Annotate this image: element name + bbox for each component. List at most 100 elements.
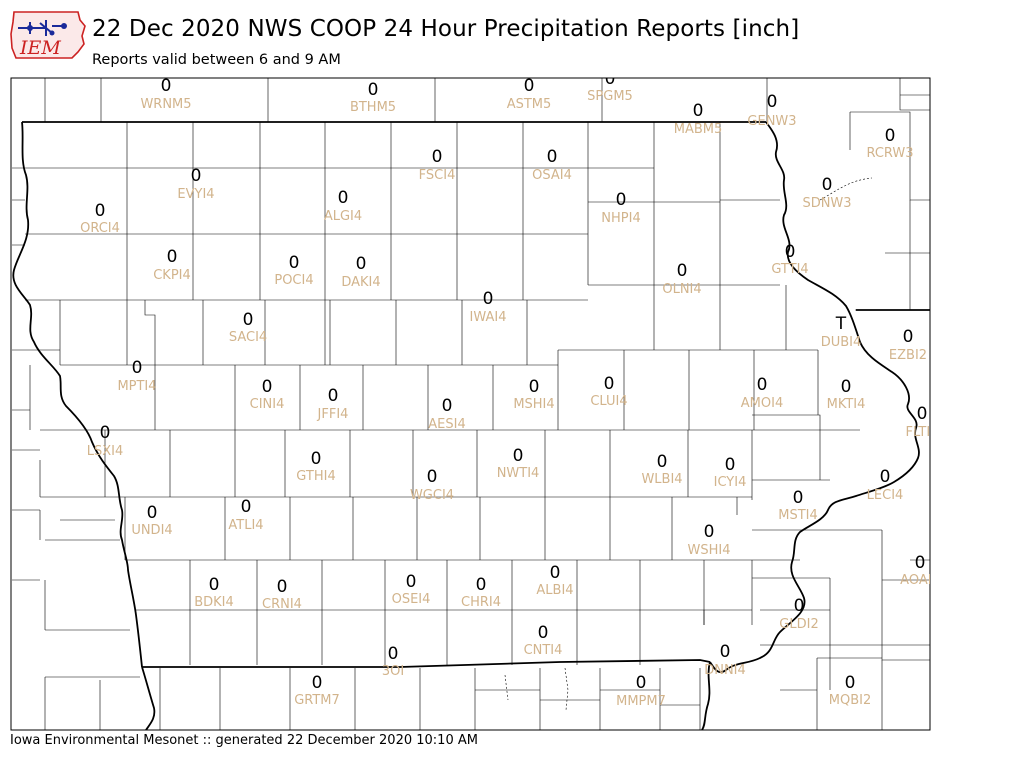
station-id-label: GTHI4: [296, 469, 335, 484]
station-id-label: BDKI4: [194, 595, 234, 610]
station-value: 0: [262, 377, 273, 397]
station-id-label: ORCI4: [80, 221, 120, 236]
station-value: T: [835, 314, 847, 334]
station-id-label: MPTI4: [117, 379, 156, 394]
station-id-label: MSHI4: [513, 397, 554, 412]
station-id-label: IWAI4: [470, 310, 507, 325]
station-value: 0: [636, 673, 647, 693]
station-id-label: ALBI4: [536, 583, 573, 598]
station-id-label: NWTI4: [497, 466, 540, 481]
station-value: 0: [903, 327, 914, 347]
station-id-label: GENW3: [747, 114, 796, 129]
station-id-label: MMPM7: [616, 694, 666, 709]
station-value: 0: [605, 69, 616, 89]
station-value: 0: [794, 596, 805, 616]
station-value: 0: [822, 175, 833, 195]
station-id-label: GTTI4: [771, 262, 808, 277]
station-value: 0: [356, 254, 367, 274]
station-id-label: OLNI4: [662, 282, 701, 297]
page-subtitle: Reports valid between 6 and 9 AM: [92, 52, 341, 68]
station-id-label: CLUI4: [590, 394, 627, 409]
station-value: 0: [917, 404, 928, 424]
station-id-label: ASTM5: [507, 97, 552, 112]
station-id-label: EVYI4: [177, 187, 214, 202]
station-id-label: GRTM7: [294, 693, 340, 708]
station-value: 0: [277, 577, 288, 597]
station-value: 0: [432, 147, 443, 167]
station-id-label: AESI4: [428, 417, 465, 432]
station-value: 0: [880, 467, 891, 487]
station-value: 0: [476, 575, 487, 595]
station-id-label: NHPI4: [601, 211, 640, 226]
station-value: 0: [147, 503, 158, 523]
station-id-label: JFFI4: [317, 407, 349, 422]
station-value: 0: [885, 126, 896, 146]
station-value: 0: [368, 80, 379, 100]
station-value: 0: [95, 201, 106, 221]
station-value: 0: [191, 166, 202, 186]
station-value: 0: [529, 377, 540, 397]
station-id-label: SDNW3: [802, 196, 851, 211]
iem-logo: IEM: [10, 11, 86, 59]
station-id-label: CHRI4: [461, 595, 501, 610]
station-id-label: LSXI4: [87, 444, 124, 459]
station-id-label: 3OI: [382, 664, 404, 679]
station-id-label: WRNM5: [140, 97, 191, 112]
station-value: 0: [161, 76, 172, 96]
station-value: 0: [241, 497, 252, 517]
station-value: 0: [616, 190, 627, 210]
station-value: 0: [767, 92, 778, 112]
station-value: 0: [677, 261, 688, 281]
station-value: 0: [604, 374, 615, 394]
station-value: 0: [513, 446, 524, 466]
station-value: 0: [388, 644, 399, 664]
station-id-label: CNTI4: [524, 643, 563, 658]
station-value: 0: [311, 449, 322, 469]
station-id-label: ALGI4: [324, 209, 362, 224]
station-value: 0: [427, 467, 438, 487]
station-value: 0: [757, 375, 768, 395]
station-value: 0: [289, 253, 300, 273]
station-plot: WRNM50BTHM50ASTM50SPGM50MABM50GENW30RCRW…: [80, 69, 940, 709]
station-id-label: ATLI4: [228, 518, 263, 533]
station-id-label: ICYI4: [714, 475, 747, 490]
station-value: 0: [845, 673, 856, 693]
station-value: 0: [338, 188, 349, 208]
county-borders: [12, 78, 930, 730]
station-genw3: GENW3 0: [747, 92, 796, 129]
station-value: 0: [841, 377, 852, 397]
station-value: 0: [704, 522, 715, 542]
station-value: 0: [793, 488, 804, 508]
station-id-label: CKPI4: [153, 268, 191, 283]
station-value: 0: [243, 310, 254, 330]
station-id-label: AOAI2: [900, 573, 940, 588]
